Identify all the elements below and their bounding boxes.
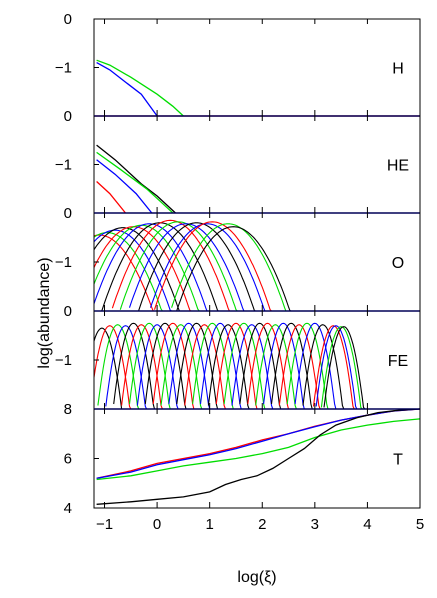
ion-curve-fe-2 bbox=[97, 324, 140, 410]
y-tick-label-t: 6 bbox=[64, 451, 72, 468]
series-line-t-2 bbox=[96, 418, 421, 481]
series-line-he-2 bbox=[96, 159, 153, 214]
y-tick-label-o: −1 bbox=[55, 254, 72, 271]
ion-curve-fe-30 bbox=[315, 325, 358, 410]
y-tick-label-fe: 0 bbox=[64, 303, 72, 320]
ion-curve-o-12 bbox=[149, 223, 266, 312]
ion-curve-fe-1 bbox=[93, 325, 132, 410]
ion-curve-fe-12 bbox=[176, 322, 219, 410]
ion-curve-fe-28 bbox=[302, 324, 345, 410]
panel-frame-h bbox=[93, 18, 421, 117]
x-axis-label: log(ξ) bbox=[237, 569, 276, 586]
series-line-he-1 bbox=[96, 151, 174, 214]
ion-curve-fe-10 bbox=[160, 324, 203, 410]
ion-curve-o-10 bbox=[128, 223, 245, 312]
y-tick-label-h: −1 bbox=[55, 60, 72, 77]
ion-curve-o-9 bbox=[119, 221, 238, 312]
ion-curve-o-1 bbox=[93, 232, 163, 312]
ion-curve-o-0 bbox=[93, 234, 154, 312]
ion-curve-fe-32 bbox=[323, 326, 366, 410]
series-line-h-2 bbox=[96, 62, 158, 117]
ion-curve-fe-22 bbox=[255, 324, 297, 410]
y-tick-label-h: 0 bbox=[64, 11, 72, 28]
ion-curve-o-5 bbox=[93, 224, 200, 312]
ion-curve-o-14 bbox=[171, 223, 287, 312]
panel-label-fe: FE bbox=[388, 353, 408, 370]
ion-curve-fe-18 bbox=[223, 322, 266, 410]
ion-curve-fe-24 bbox=[270, 322, 313, 410]
ion-curve-o-8 bbox=[111, 219, 230, 312]
series-line-t-3 bbox=[96, 408, 421, 505]
ion-curve-fe-27 bbox=[294, 322, 337, 410]
ion-curve-fe-19 bbox=[231, 324, 274, 410]
ion-curve-fe-4 bbox=[113, 322, 156, 410]
ion-curve-fe-14 bbox=[192, 322, 234, 410]
ion-curve-fe-5 bbox=[121, 324, 163, 410]
x-tick-label: 2 bbox=[258, 516, 266, 533]
ion-curve-o-15 bbox=[176, 226, 292, 312]
panel-frame-t bbox=[93, 408, 421, 509]
ion-curve-o-11 bbox=[138, 222, 256, 312]
panel-label-he: HE bbox=[387, 158, 409, 175]
ion-curve-fe-13 bbox=[184, 324, 227, 410]
ion-curve-fe-15 bbox=[199, 322, 242, 410]
series-line-he-0 bbox=[96, 144, 176, 214]
ion-curve-o-3 bbox=[93, 227, 180, 312]
x-tick-label: 1 bbox=[206, 516, 214, 533]
ion-curve-fe-20 bbox=[239, 322, 282, 410]
panel-frame-o bbox=[93, 212, 421, 312]
ion-curve-o-4 bbox=[93, 226, 192, 312]
y-tick-label-he: 0 bbox=[64, 108, 72, 125]
ion-curve-fe-3 bbox=[105, 325, 148, 410]
panel-label-o: O bbox=[392, 255, 404, 272]
x-tick-label: 3 bbox=[311, 516, 319, 533]
ion-curve-fe-17 bbox=[215, 322, 258, 410]
x-tick-label: 0 bbox=[153, 516, 161, 533]
frames-layer bbox=[93, 18, 421, 509]
ion-curve-fe-23 bbox=[263, 322, 305, 410]
y-tick-label-fe: −1 bbox=[55, 352, 72, 369]
labels-layer: 0 −1 H 0 −1 HE 0 −1 O 0 −1 FE 8 6 4 T −1 0 1 2 3 4 5 bbox=[55, 11, 424, 533]
y-tick-label-he: −1 bbox=[55, 157, 72, 174]
ion-curve-fe-7 bbox=[136, 324, 179, 410]
x-tick-label: 5 bbox=[416, 516, 424, 533]
series-line-h-1 bbox=[96, 59, 184, 117]
y-tick-label-t: 8 bbox=[64, 401, 72, 418]
y-tick-label-t: 4 bbox=[64, 500, 72, 517]
series-line-t-1 bbox=[96, 408, 421, 479]
ion-curve-fe-25 bbox=[278, 324, 321, 410]
series-line-he-3 bbox=[96, 181, 127, 214]
panel-label-t: T bbox=[393, 452, 403, 469]
ion-curve-o-2 bbox=[93, 229, 172, 312]
x-tick-label: 4 bbox=[363, 516, 371, 533]
panel-frame-he bbox=[93, 115, 421, 214]
ion-curve-fe-11 bbox=[168, 322, 211, 410]
ticks-layer bbox=[94, 18, 421, 509]
x-tick-label: −1 bbox=[96, 516, 113, 533]
ion-curve-o-6 bbox=[93, 223, 208, 312]
y-tick-label-o: 0 bbox=[64, 205, 72, 222]
ion-curve-fe-0 bbox=[93, 327, 123, 410]
ion-curve-fe-21 bbox=[247, 322, 290, 410]
ion-curve-fe-26 bbox=[286, 322, 329, 410]
ion-curve-fe-29 bbox=[312, 325, 355, 410]
ion-curve-fe-8 bbox=[144, 322, 187, 410]
ion-curve-o-13 bbox=[153, 221, 272, 312]
curves-layer bbox=[93, 59, 421, 505]
ion-curve-fe-6 bbox=[128, 322, 171, 410]
panel-label-h: H bbox=[392, 61, 404, 78]
ion-curve-fe-16 bbox=[207, 324, 250, 410]
ion-curve-fe-9 bbox=[152, 322, 195, 410]
y-axis-label: log(abundance) bbox=[36, 257, 53, 368]
